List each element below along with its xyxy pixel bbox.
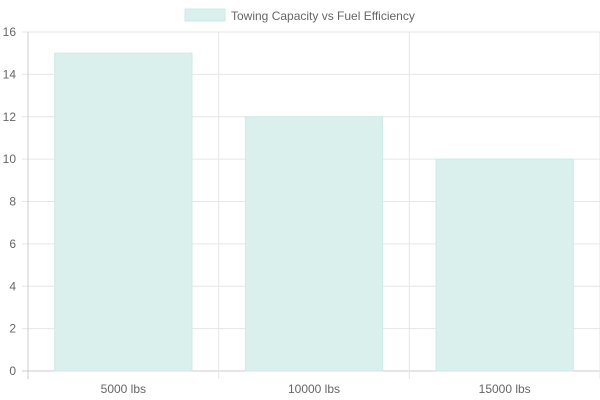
legend[interactable]: Towing Capacity vs Fuel Efficiency bbox=[184, 8, 415, 23]
y-tick-label: 16 bbox=[3, 25, 17, 39]
x-tick-label: 5000 lbs bbox=[101, 382, 146, 396]
bar[interactable] bbox=[54, 52, 193, 372]
y-tick-label: 0 bbox=[9, 364, 16, 378]
bars bbox=[54, 52, 574, 372]
y-tick-label: 4 bbox=[9, 279, 16, 293]
x-tick-label: 15000 lbs bbox=[479, 382, 531, 396]
x-axis-tick-labels: 5000 lbs 10000 lbs 15000 lbs bbox=[101, 382, 531, 396]
y-tick-label: 2 bbox=[9, 322, 16, 336]
y-tick-label: 10 bbox=[3, 152, 17, 166]
bar[interactable] bbox=[435, 158, 574, 372]
y-tick-label: 12 bbox=[3, 110, 17, 124]
y-axis-tick-labels: 0 2 4 6 8 10 12 14 16 bbox=[3, 25, 17, 378]
x-tick-label: 10000 lbs bbox=[288, 382, 340, 396]
legend-swatch bbox=[184, 8, 226, 22]
bar[interactable] bbox=[244, 116, 384, 372]
y-tick-label: 6 bbox=[9, 237, 16, 251]
y-tick-label: 8 bbox=[9, 195, 16, 209]
legend-label: Towing Capacity vs Fuel Efficiency bbox=[231, 9, 415, 23]
y-tick-label: 14 bbox=[3, 67, 17, 81]
